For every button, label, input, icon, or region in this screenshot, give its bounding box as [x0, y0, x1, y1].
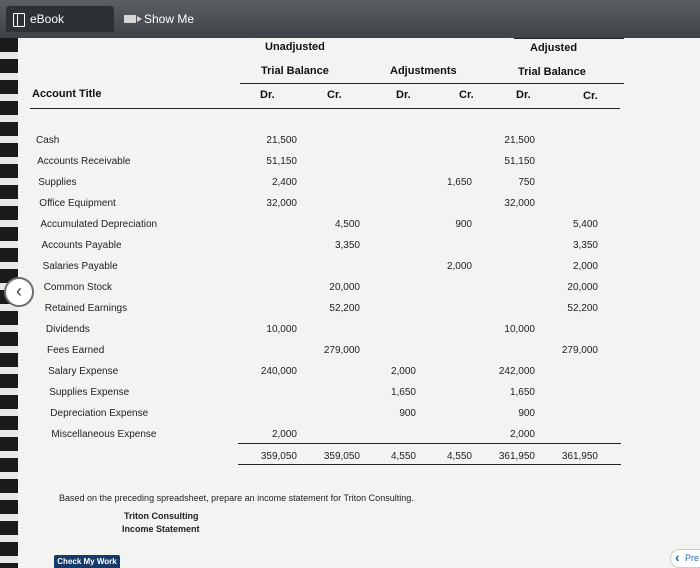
adj-dr-cell: 1,650: [390, 387, 416, 398]
adjtb-dr-cell: 2,000: [509, 429, 535, 440]
unadj-dr-cell: 2,000: [271, 429, 297, 440]
adjtb-dr-cell: 32,000: [504, 198, 535, 209]
previous-button[interactable]: ‹ Pre: [670, 549, 700, 568]
ebook-tab-label: eBook: [30, 12, 65, 26]
adjusted-top-rule: [514, 38, 624, 39]
unadj-dr-cell: 2,400: [271, 177, 297, 188]
account-title: Accounts Receivable: [37, 156, 131, 167]
account-title: Depreciation Expense: [50, 408, 149, 419]
adj-cr-cell: 1,650: [446, 177, 472, 188]
totals-top-rule: [238, 443, 621, 444]
account-title: Dividends: [45, 324, 90, 335]
adjtb-cr-cell: 52,200: [567, 303, 598, 314]
statement-title: Income Statement: [122, 524, 200, 534]
total-adjtb-cr: 361,950: [561, 451, 598, 462]
adjtb-dr-cell: 21,500: [504, 135, 535, 146]
unadj-dr-header: Dr.: [260, 89, 275, 101]
account-title: Supplies: [38, 177, 77, 188]
total-unadj-cr: 359,050: [323, 451, 360, 462]
unadj-dr-cell: 10,000: [266, 324, 297, 335]
adjusted-header: Adjusted: [530, 42, 578, 54]
adj-dr-header: Dr.: [396, 89, 411, 101]
show-me-how-tab[interactable]: Show Me How: [122, 6, 212, 52]
adjtb-dr-cell: 242,000: [498, 366, 535, 377]
previous-label: Pre: [685, 553, 700, 563]
unadj-cr-cell: 4,500: [334, 219, 360, 230]
adjustments-header: Adjustments: [390, 65, 457, 77]
account-title: Retained Earnings: [44, 303, 128, 314]
total-adjtb-dr: 361,950: [498, 451, 535, 462]
totals-bottom-rule: [238, 464, 621, 465]
adjtb-cr-cell: 279,000: [561, 345, 598, 356]
account-title: Office Equipment: [39, 198, 116, 209]
back-arrow-button[interactable]: ‹: [4, 277, 34, 307]
worksheet-page: Unadjusted Trial Balance Adjustments Adj…: [18, 38, 700, 568]
adjtb-cr-header: Cr.: [583, 90, 598, 102]
account-title: Accounts Payable: [41, 240, 122, 251]
adjtb-cr-cell: 3,350: [572, 240, 598, 251]
unadj-cr-cell: 52,200: [329, 303, 360, 314]
chevron-left-icon: ‹: [675, 549, 680, 565]
adj-cr-header: Cr.: [459, 89, 474, 101]
unadj-cr-cell: 279,000: [323, 345, 360, 356]
adjtb-dr-cell: 900: [518, 408, 535, 419]
unadj-dr-cell: 51,150: [266, 156, 297, 167]
instruction-text: Based on the preceding spreadsheet, prep…: [59, 493, 414, 503]
account-title: Cash: [36, 135, 60, 146]
statement-company: Triton Consulting: [124, 511, 199, 521]
adjtb-dr-header: Dr.: [516, 89, 531, 101]
unadj-cr-cell: 20,000: [329, 282, 360, 293]
adjusted-trial-balance-header: Trial Balance: [518, 66, 586, 78]
book-icon: [13, 13, 25, 27]
unadj-dr-cell: 240,000: [260, 366, 297, 377]
adjtb-dr-cell: 750: [518, 177, 535, 188]
adj-cr-cell: 900: [455, 219, 472, 230]
adjtb-dr-cell: 10,000: [504, 324, 535, 335]
top-toolbar: eBook Show Me How: [0, 0, 700, 52]
account-title: Miscellaneous Expense: [51, 429, 157, 440]
unadj-cr-header: Cr.: [327, 89, 342, 101]
unadj-dr-cell: 32,000: [266, 198, 297, 209]
adjtb-cr-cell: 5,400: [572, 219, 598, 230]
adjtb-cr-cell: 20,000: [567, 282, 598, 293]
total-unadj-dr: 359,050: [260, 451, 297, 462]
unadj-cr-cell: 3,350: [334, 240, 360, 251]
adj-cr-cell: 2,000: [446, 261, 472, 272]
adjtb-dr-cell: 51,150: [504, 156, 535, 167]
ebook-tab[interactable]: eBook: [6, 6, 114, 32]
adj-dr-cell: 900: [399, 408, 416, 419]
account-title: Common Stock: [43, 282, 113, 293]
total-adj-cr: 4,550: [446, 451, 472, 462]
unadjusted-header: Unadjusted: [265, 41, 325, 53]
account-title-header: Account Title: [32, 88, 102, 100]
adjtb-cr-cell: 2,000: [572, 261, 598, 272]
header-mid-rule: [240, 83, 624, 84]
video-icon: [124, 15, 142, 23]
chevron-left-icon: ‹: [16, 281, 22, 301]
trial-balance-header: Trial Balance: [261, 65, 329, 77]
account-title: Salaries Payable: [42, 261, 118, 272]
account-title: Fees Earned: [47, 345, 105, 356]
check-my-work-button[interactable]: Check My Work: [54, 555, 120, 568]
unadj-dr-cell: 21,500: [266, 135, 297, 146]
adjtb-dr-cell: 1,650: [509, 387, 535, 398]
adj-dr-cell: 2,000: [390, 366, 416, 377]
header-bottom-rule: [30, 108, 620, 109]
account-title: Salary Expense: [48, 366, 119, 377]
account-title: Accumulated Depreciation: [40, 219, 158, 230]
account-title: Supplies Expense: [49, 387, 130, 398]
total-adj-dr: 4,550: [390, 451, 416, 462]
